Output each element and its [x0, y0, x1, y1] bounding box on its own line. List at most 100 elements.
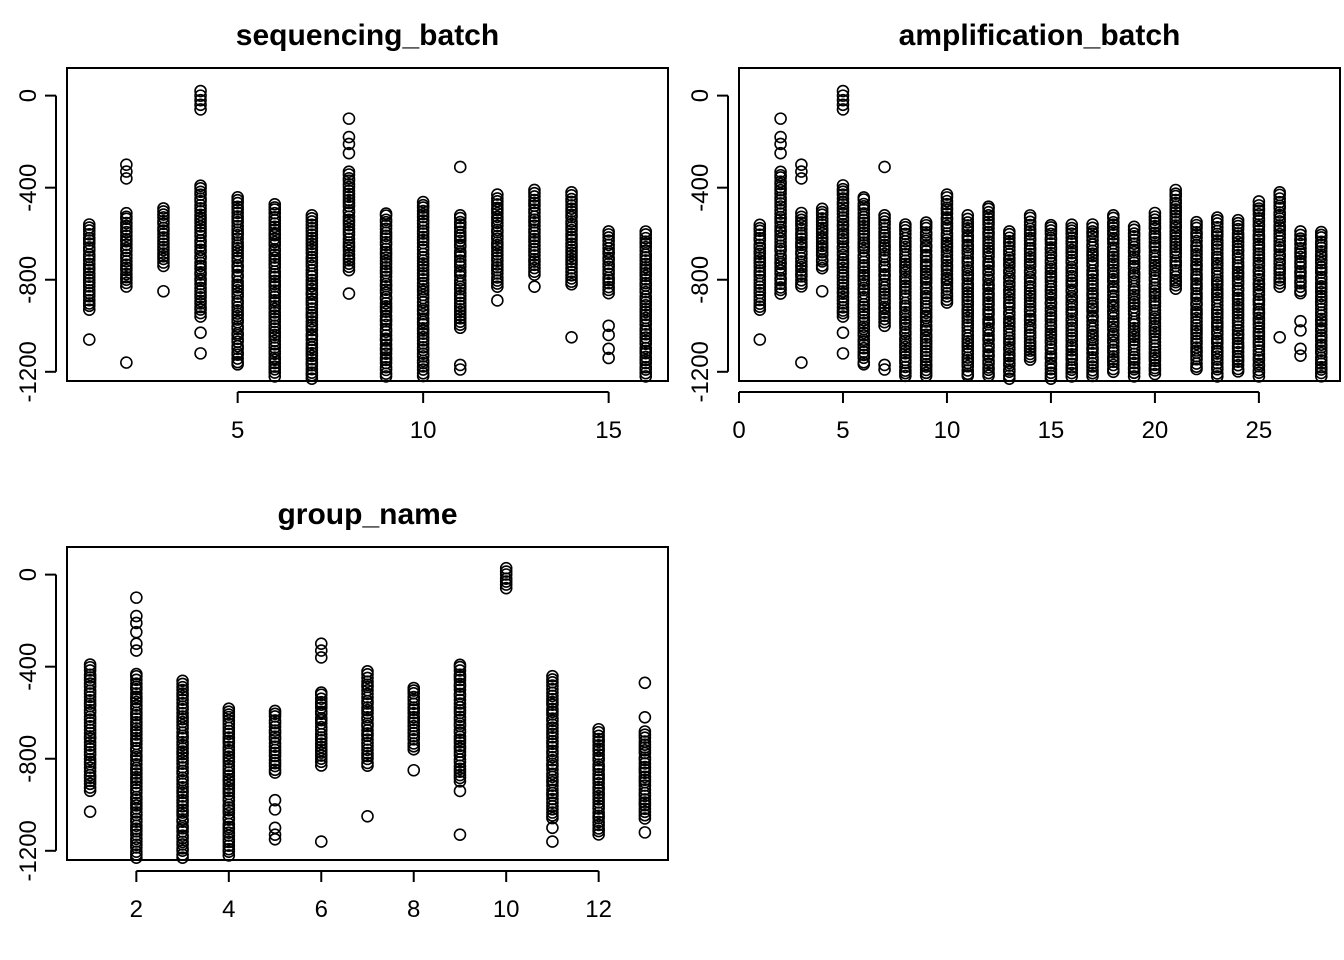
data-point	[176, 751, 189, 764]
data-point	[602, 342, 615, 356]
data-point	[878, 297, 891, 310]
data-point	[961, 209, 975, 222]
data-point	[638, 735, 652, 748]
data-point	[774, 203, 787, 217]
data-point	[1127, 337, 1141, 350]
data-point	[416, 204, 430, 218]
data-point	[774, 261, 787, 274]
data-point	[1086, 328, 1099, 342]
data-point	[499, 581, 513, 595]
data-point	[1003, 363, 1016, 376]
data-point	[305, 225, 319, 238]
data-point	[565, 221, 578, 234]
data-point	[1107, 241, 1120, 254]
data-point	[453, 160, 467, 174]
data-point	[379, 341, 393, 355]
y-tick-label: 0	[15, 568, 42, 581]
data-point	[1023, 280, 1037, 293]
data-point	[453, 668, 467, 681]
data-point	[1211, 237, 1224, 250]
data-point	[268, 338, 282, 351]
data-point	[268, 248, 282, 261]
data-point	[268, 724, 282, 737]
data-point	[1003, 276, 1016, 289]
data-point	[342, 244, 356, 258]
data-point	[83, 784, 97, 798]
data-point	[638, 779, 652, 792]
data-point	[602, 351, 615, 365]
data-point	[546, 835, 559, 848]
data-point	[1190, 247, 1203, 261]
data-point	[639, 302, 653, 316]
data-point	[453, 302, 467, 316]
data-point	[836, 275, 850, 288]
data-point	[1065, 302, 1079, 315]
data-point	[1169, 234, 1183, 248]
data-point	[1023, 341, 1037, 354]
data-point	[1107, 227, 1120, 241]
plot-frame	[738, 67, 1341, 382]
data-point	[982, 305, 995, 319]
data-point	[314, 752, 328, 766]
data-point	[1294, 270, 1307, 284]
data-point	[857, 265, 871, 279]
data-point	[491, 294, 504, 307]
data-point	[1211, 295, 1224, 308]
data-point	[453, 683, 467, 697]
data-point	[1294, 260, 1307, 274]
data-point	[795, 273, 808, 287]
data-point	[176, 825, 189, 838]
data-point	[416, 291, 430, 305]
data-point	[82, 280, 96, 293]
data-point	[982, 332, 995, 345]
data-point	[1169, 231, 1183, 244]
data-point	[919, 258, 933, 271]
data-point	[982, 212, 995, 225]
data-point	[194, 229, 207, 243]
data-point	[194, 277, 207, 291]
data-point	[753, 218, 767, 232]
data-point	[774, 216, 787, 230]
data-point	[120, 216, 133, 230]
data-point	[194, 179, 207, 193]
data-point	[491, 198, 504, 211]
y-tick-label: 0	[687, 89, 714, 102]
data-point	[305, 228, 319, 241]
data-point	[1107, 221, 1120, 235]
data-point	[1127, 370, 1141, 383]
y-tick-label: -400	[687, 164, 714, 212]
data-point	[836, 236, 850, 249]
data-point	[899, 305, 912, 319]
data-point	[899, 247, 912, 261]
data-point	[120, 222, 133, 236]
data-point	[314, 759, 328, 772]
data-point	[1190, 215, 1203, 229]
data-point	[639, 334, 653, 348]
data-point	[638, 728, 652, 742]
data-point	[602, 251, 615, 265]
data-point	[491, 258, 504, 271]
data-point	[1231, 248, 1245, 262]
data-point	[453, 315, 467, 329]
data-point	[857, 259, 871, 272]
data-point	[795, 226, 808, 240]
data-point	[639, 235, 653, 248]
data-point	[857, 310, 871, 323]
data-point	[899, 243, 912, 257]
data-point	[231, 254, 244, 268]
data-point	[407, 681, 421, 695]
data-point	[130, 845, 143, 858]
data-point	[1169, 246, 1183, 260]
data-point	[982, 222, 995, 235]
data-point	[361, 756, 374, 770]
data-point	[1211, 311, 1224, 325]
data-point	[82, 237, 96, 250]
data-point	[120, 267, 133, 281]
data-point	[268, 261, 282, 274]
data-point	[194, 226, 207, 240]
data-point	[1107, 285, 1120, 299]
data-point	[1252, 269, 1266, 283]
y-tick-label: -1200	[15, 820, 42, 881]
data-point	[1127, 333, 1141, 347]
data-point	[194, 326, 207, 339]
